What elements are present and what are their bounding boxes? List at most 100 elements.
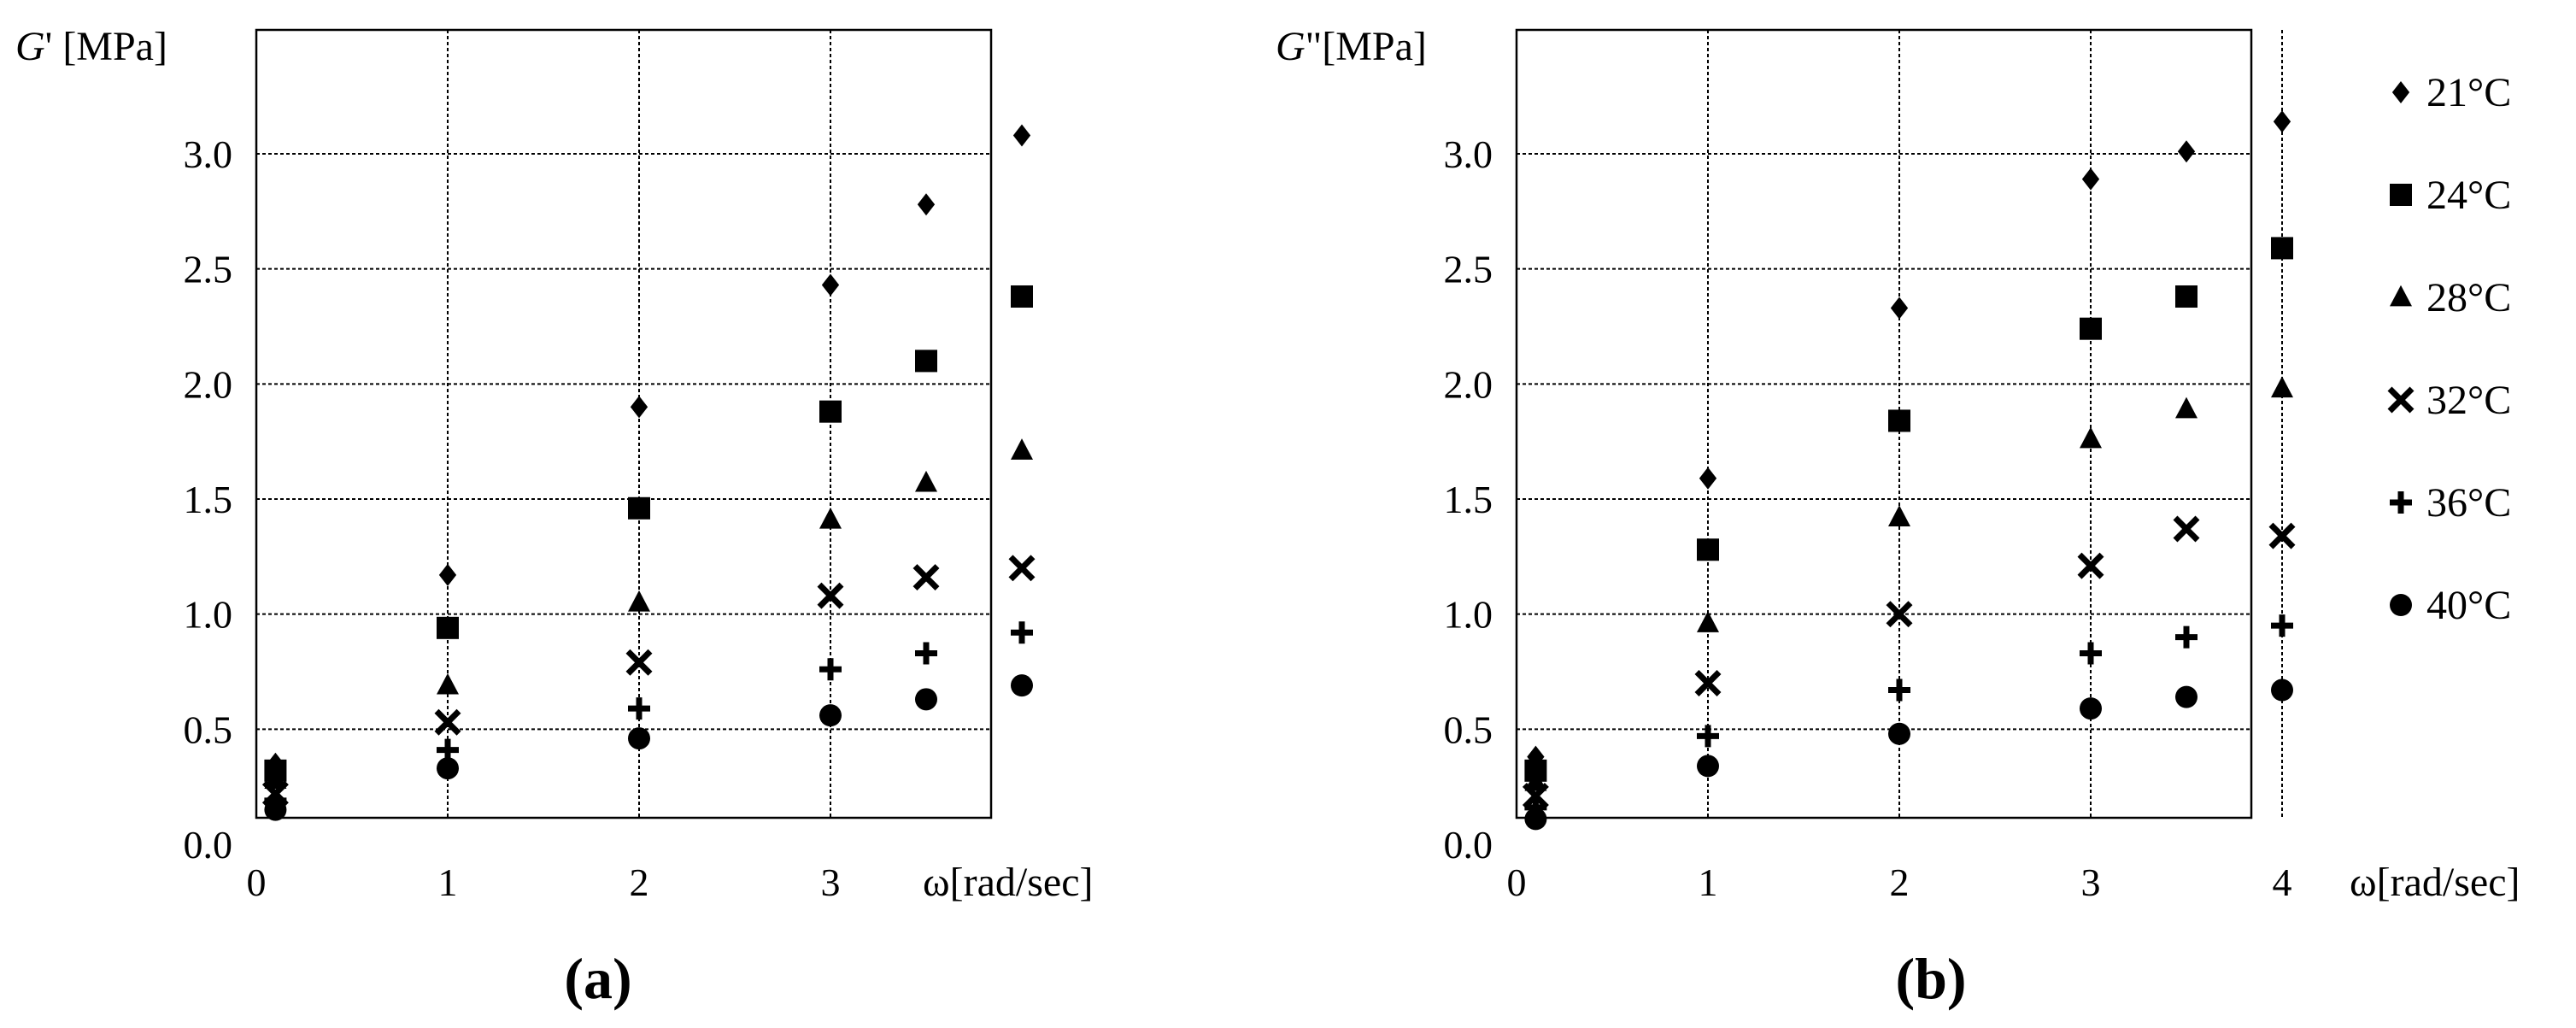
y-tick-label: 0.5 bbox=[184, 708, 233, 751]
panel-b-marks bbox=[1522, 110, 2296, 831]
data-point-diamond bbox=[1012, 124, 1031, 147]
data-point-square bbox=[1888, 409, 1910, 432]
panel-b-y-axis-title-symbol: G bbox=[1276, 24, 1306, 69]
panel-a-y-ticks: 0.0 0.5 1.0 1.5 2.0 2.5 3.0 bbox=[184, 132, 233, 866]
data-point-triangle bbox=[1888, 505, 1910, 526]
data-point-circle bbox=[2175, 685, 2198, 708]
data-point-diamond bbox=[438, 563, 457, 586]
legend-item: 21°C bbox=[2391, 70, 2511, 115]
data-point-circle bbox=[628, 727, 650, 750]
legend-item: 24°C bbox=[2390, 173, 2511, 218]
panel-b-y-ticks: 0.0 0.5 1.0 1.5 2.0 2.5 3.0 bbox=[1444, 132, 1493, 866]
y-tick-label: 2.0 bbox=[184, 362, 233, 406]
panel-a-label: (a) bbox=[564, 946, 631, 1011]
data-point-circle bbox=[264, 798, 287, 821]
legend: 21°C 24°C 28°C 32°C 36°C 40°C bbox=[2387, 70, 2511, 628]
data-point-x bbox=[434, 708, 461, 736]
data-point-diamond bbox=[2177, 140, 2196, 163]
y-tick-label: 3.0 bbox=[1444, 132, 1493, 176]
legend-marker-square bbox=[2390, 184, 2412, 206]
data-point-triangle bbox=[2175, 397, 2198, 419]
data-point-square bbox=[915, 350, 937, 373]
data-point-circle bbox=[1011, 674, 1033, 697]
data-point-plus bbox=[1697, 725, 1719, 748]
data-point-triangle bbox=[1011, 438, 1033, 460]
data-point-square bbox=[1697, 538, 1719, 561]
y-tick-label: 2.5 bbox=[184, 248, 233, 291]
data-point-square bbox=[2271, 237, 2293, 260]
data-point-circle bbox=[1888, 722, 1910, 745]
panel-b-grid bbox=[1517, 30, 2283, 818]
y-tick-label: 3.0 bbox=[184, 132, 233, 176]
data-point-triangle bbox=[628, 590, 650, 612]
data-point-diamond bbox=[2273, 110, 2291, 133]
data-point-triangle bbox=[819, 507, 842, 529]
y-tick-label: 1.5 bbox=[184, 478, 233, 521]
y-tick-label: 1.0 bbox=[1444, 593, 1493, 637]
legend-item: 28°C bbox=[2390, 275, 2511, 320]
data-point-plus bbox=[1011, 621, 1033, 644]
data-point-plus bbox=[2175, 626, 2198, 649]
data-point-plus bbox=[628, 697, 650, 720]
data-point-square bbox=[437, 616, 459, 639]
data-point-diamond bbox=[917, 193, 936, 216]
data-point-diamond bbox=[1699, 467, 1717, 490]
data-point-triangle bbox=[264, 767, 287, 789]
x-tick-label: 4 bbox=[2273, 861, 2292, 904]
data-point-circle bbox=[437, 757, 459, 780]
data-point-x bbox=[2077, 552, 2104, 579]
data-point-diamond bbox=[821, 273, 840, 297]
data-point-triangle bbox=[1524, 769, 1547, 791]
data-point-x bbox=[2173, 515, 2200, 543]
data-point-square bbox=[2080, 317, 2102, 340]
panel-a-grid bbox=[256, 30, 991, 818]
x-tick-label: 1 bbox=[438, 861, 458, 904]
y-tick-label: 2.5 bbox=[1444, 248, 1493, 291]
data-point-triangle bbox=[915, 470, 937, 492]
legend-marker-plus bbox=[2390, 491, 2412, 514]
panel-a: 0.0 0.5 1.0 1.5 2.0 2.5 3.0 0 1 2 3 G' [MPa] ω[ra… bbox=[15, 24, 1093, 1011]
data-point-plus bbox=[819, 658, 842, 681]
panel-b-plot-frame bbox=[1515, 28, 2253, 819]
data-point-plus bbox=[2080, 642, 2102, 665]
data-point-plus bbox=[915, 642, 937, 665]
legend-label: 40°C bbox=[2426, 583, 2511, 628]
data-point-diamond bbox=[2081, 167, 2100, 191]
data-point-diamond bbox=[630, 396, 648, 419]
data-point-x bbox=[1008, 555, 1036, 582]
data-point-x bbox=[1522, 782, 1549, 809]
panel-b-y-axis-title: G"[MPa] bbox=[1276, 24, 1427, 69]
legend-marker-triangle bbox=[2390, 285, 2412, 307]
panel-b-x-axis-title: ω[rad/sec] bbox=[2350, 860, 2520, 905]
y-tick-label: 1.5 bbox=[1444, 478, 1493, 521]
data-point-x bbox=[817, 582, 844, 609]
data-point-x bbox=[625, 649, 653, 676]
data-point-triangle bbox=[1697, 611, 1719, 632]
data-point-square bbox=[819, 400, 842, 423]
legend-marker-x bbox=[2387, 386, 2415, 414]
data-point-plus bbox=[1888, 678, 1910, 702]
legend-label: 36°C bbox=[2426, 480, 2511, 526]
y-tick-label: 2.0 bbox=[1444, 362, 1493, 406]
panel-a-y-axis-title-symbol: G bbox=[15, 24, 45, 69]
y-tick-label: 0.0 bbox=[184, 823, 233, 866]
data-point-circle bbox=[2080, 697, 2102, 720]
panel-b-y-axis-title-unit: "[MPa] bbox=[1306, 24, 1427, 69]
x-tick-label: 1 bbox=[1699, 861, 1718, 904]
data-point-triangle bbox=[437, 673, 459, 695]
panel-a-x-axis-title: ω[rad/sec] bbox=[923, 860, 1093, 905]
x-tick-label: 2 bbox=[630, 861, 649, 904]
data-point-x bbox=[912, 564, 940, 591]
data-point-square bbox=[1011, 285, 1033, 308]
y-tick-label: 0.5 bbox=[1444, 708, 1493, 751]
y-tick-label: 0.0 bbox=[1444, 823, 1493, 866]
x-tick-label: 0 bbox=[1507, 861, 1527, 904]
legend-marker-diamond bbox=[2391, 81, 2410, 103]
panel-a-plot-frame bbox=[255, 28, 993, 819]
legend-item: 36°C bbox=[2390, 480, 2511, 526]
legend-item: 32°C bbox=[2387, 378, 2511, 423]
data-point-square bbox=[2175, 285, 2198, 308]
data-point-plus bbox=[2271, 614, 2293, 637]
legend-label: 28°C bbox=[2426, 275, 2511, 320]
